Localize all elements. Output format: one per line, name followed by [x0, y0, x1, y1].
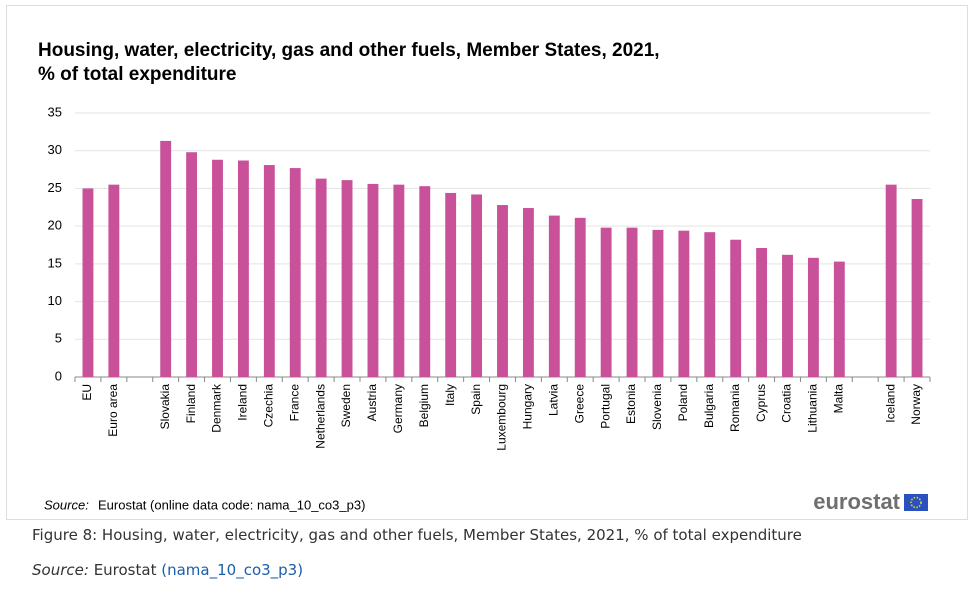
bar: [419, 186, 431, 377]
y-tick-label: 0: [55, 368, 62, 383]
y-tick-label: 20: [48, 218, 62, 233]
source-label: Source:: [32, 561, 89, 579]
x-tick-label: Iceland: [883, 384, 897, 423]
x-tick-label: Poland: [676, 384, 690, 421]
bar: [237, 160, 249, 377]
x-tick-label: Germany: [391, 384, 405, 433]
x-tick-label: Hungary: [521, 384, 535, 429]
source-link[interactable]: (nama_10_co3_p3): [161, 561, 304, 579]
bar: [212, 159, 223, 377]
bar: [367, 183, 379, 377]
y-tick-label: 30: [48, 142, 62, 157]
bar: [186, 152, 198, 377]
source-text: Eurostat (online data code: nama_10_co3_…: [98, 497, 365, 512]
x-tick-label: Greece: [572, 384, 586, 424]
x-tick-label: Denmark: [210, 383, 224, 433]
logo-flag: [904, 494, 928, 511]
logo: eurostat: [813, 489, 900, 514]
y-tick-label: 25: [48, 180, 62, 195]
x-tick-label: Slovakia: [158, 384, 172, 430]
bar: [678, 230, 690, 377]
source-label: Source:: [44, 497, 89, 512]
x-tick-label: Netherlands: [313, 384, 327, 449]
bar: [911, 198, 923, 377]
chart-title: % of total expenditure: [38, 64, 236, 85]
x-tick-label: Portugal: [598, 384, 612, 429]
x-tick-label: Sweden: [339, 384, 353, 427]
x-tick-label: Slovenia: [650, 384, 664, 430]
bar: [704, 232, 716, 377]
logo-stars: [910, 496, 922, 509]
x-tick-label: Luxembourg: [495, 384, 509, 451]
x-tick-label: Belgium: [417, 384, 431, 427]
bar: [497, 205, 508, 377]
bar: [522, 208, 534, 377]
x-tick-label: EU: [80, 384, 94, 401]
x-tick-label: Spain: [469, 384, 483, 415]
x-tick-label: Italy: [443, 384, 457, 406]
chart-title: Housing, water, electricity, gas and oth…: [38, 40, 660, 61]
x-tick-label: France: [287, 384, 301, 422]
x-tick-label: Romania: [728, 384, 742, 432]
x-tick-label: Croatia: [780, 384, 794, 423]
bar: [393, 184, 405, 377]
bar: [445, 192, 457, 377]
x-tick-label: Malta: [831, 384, 845, 414]
x-tick-label: Bulgaria: [702, 384, 716, 428]
bar: [807, 257, 819, 377]
bar: [548, 215, 560, 377]
bar: [600, 227, 612, 377]
x-tick-label: Euro area: [106, 384, 120, 437]
x-tick-label: Norway: [909, 384, 923, 425]
y-tick-label: 15: [48, 255, 62, 270]
bar: [108, 184, 120, 377]
bar: [756, 248, 768, 377]
caption-source: Source: Eurostat (nama_10_co3_p3): [32, 561, 303, 579]
x-tick-label: Czechia: [261, 384, 275, 428]
x-tick-label: Austria: [365, 384, 379, 422]
source-name: Eurostat: [93, 561, 157, 579]
chart: Housing, water, electricity, gas and oth…: [6, 5, 968, 520]
bar: [730, 239, 742, 377]
bar: [652, 229, 664, 377]
bar: [289, 168, 301, 377]
x-tick-label: Ireland: [236, 384, 250, 421]
bar: [782, 254, 793, 377]
bar: [160, 140, 172, 377]
bar: [885, 184, 897, 377]
x-tick-label: Cyprus: [754, 384, 768, 422]
bar: [471, 194, 483, 377]
y-tick-label: 5: [55, 331, 62, 346]
x-tick-label: Lithuania: [806, 384, 820, 433]
bar: [574, 217, 586, 377]
bar: [315, 178, 327, 377]
bar: [341, 180, 353, 377]
x-tick-label: Latvia: [546, 384, 560, 416]
bar: [263, 165, 275, 377]
bar: [82, 188, 94, 377]
x-tick-label: Finland: [184, 384, 198, 423]
bar: [833, 261, 845, 377]
bar: [626, 227, 638, 377]
y-tick-label: 10: [48, 293, 62, 308]
caption: Figure 8: Housing, water, electricity, g…: [32, 526, 802, 544]
x-tick-label: Estonia: [624, 384, 638, 424]
y-tick-label: 35: [48, 104, 62, 119]
